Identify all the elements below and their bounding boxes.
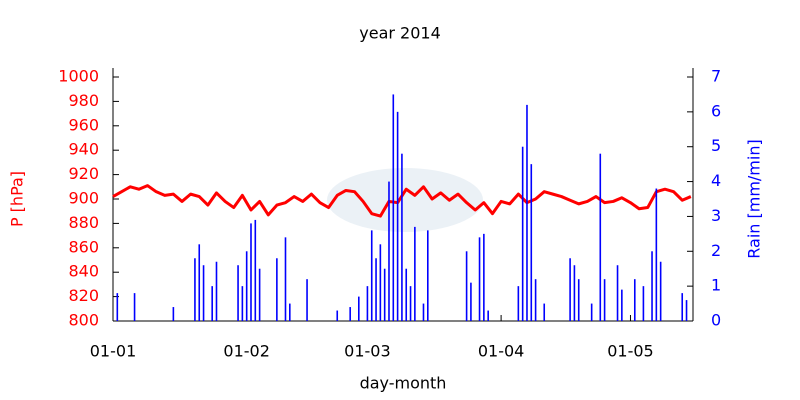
y2-tick-label: 4	[711, 171, 721, 190]
rain-bar	[426, 230, 429, 321]
x-axis-label: day-month	[360, 374, 447, 393]
rain-bar	[241, 286, 244, 321]
rain-bar	[659, 261, 662, 321]
rain-bar	[254, 219, 257, 321]
y-tick-label: 980	[68, 91, 99, 110]
rain-bar	[633, 279, 636, 321]
rain-bar	[392, 94, 395, 321]
rain-bar	[526, 104, 528, 321]
y2-tick-label: 6	[711, 101, 721, 120]
rain-bar	[569, 258, 571, 321]
rain-bar	[172, 307, 175, 321]
rain-bar	[603, 279, 606, 321]
rain-bar	[388, 181, 390, 321]
y-tick-label: 920	[68, 164, 99, 183]
rain-bar	[116, 293, 119, 321]
rain-bar	[530, 164, 533, 321]
y2-tick-label: 1	[711, 276, 721, 295]
rain-bar	[414, 226, 416, 321]
rain-bar	[306, 279, 308, 321]
rain-bar	[465, 251, 468, 321]
y-tick-label: 820	[68, 286, 99, 305]
rain-bar	[470, 282, 472, 321]
rain-bar	[375, 258, 377, 321]
rain-bar	[284, 237, 287, 321]
rain-bar	[194, 258, 196, 321]
rain-bar	[590, 303, 593, 321]
rain-bar	[245, 251, 248, 321]
rain-bar	[215, 261, 218, 321]
y-tick-label: 940	[68, 140, 99, 159]
y-tick-label: 1000	[58, 67, 99, 86]
rain-bar	[517, 286, 520, 321]
rain-bar	[379, 244, 382, 321]
y-tick-label: 800	[68, 311, 99, 330]
y-axis-label: P [hPa]	[8, 171, 27, 227]
y2-tick-label: 0	[711, 311, 721, 330]
rain-bar	[422, 303, 425, 321]
rain-bar	[487, 310, 489, 321]
rain-bar	[534, 279, 537, 321]
rain-bar	[383, 268, 386, 321]
y-tick-label: 900	[68, 189, 99, 208]
rain-bar	[211, 286, 213, 321]
rain-bar	[599, 153, 602, 321]
rain-bar	[349, 307, 351, 321]
y-tick-label: 880	[68, 213, 99, 232]
y2-axis-label: Rain [mm/min]	[745, 139, 764, 258]
y2-tick-label: 5	[711, 136, 721, 155]
chart-title: year 2014	[359, 24, 441, 43]
rain-bar	[396, 111, 399, 321]
rain-bar	[681, 293, 684, 321]
y2-tick-label: 7	[711, 67, 721, 86]
rain-bar	[616, 265, 619, 321]
rain-bar	[655, 188, 658, 321]
rain-bar	[409, 286, 412, 321]
rain-bar	[401, 153, 403, 321]
rain-bar	[651, 251, 653, 321]
y-tick-label: 960	[68, 115, 99, 134]
rain-bar	[250, 223, 252, 321]
rain-bar	[357, 296, 360, 321]
rain-bar	[258, 268, 261, 321]
rain-bar	[621, 289, 623, 321]
watermark-logo	[327, 168, 483, 232]
x-tick-label: 01-03	[344, 342, 391, 361]
x-tick-label: 01-05	[607, 342, 654, 361]
rain-bar	[543, 303, 546, 321]
y-tick-label: 860	[68, 237, 99, 256]
rain-bar	[276, 258, 278, 321]
rain-bar	[133, 293, 136, 321]
y2-tick-label: 2	[711, 241, 721, 260]
rain-bar	[573, 265, 576, 321]
rain-bar	[198, 244, 201, 321]
y-tick-label: 840	[68, 262, 99, 281]
x-tick-label: 01-01	[90, 342, 137, 361]
x-tick-label: 01-02	[223, 342, 270, 361]
rain-bar	[237, 265, 239, 321]
x-tick-label: 01-04	[478, 342, 525, 361]
rain-bar	[521, 146, 524, 321]
rain-bar	[370, 230, 373, 321]
rain-bar	[577, 279, 580, 321]
rain-bar	[202, 265, 205, 321]
rain-bar	[336, 310, 339, 321]
rain-bar	[685, 300, 688, 321]
rain-bar	[483, 233, 485, 321]
rain-bar	[366, 286, 369, 321]
rain-bar	[478, 237, 481, 321]
rain-bar	[642, 286, 645, 321]
y2-tick-label: 3	[711, 206, 721, 225]
rain-bar	[289, 303, 291, 321]
rain-bar	[405, 268, 408, 321]
